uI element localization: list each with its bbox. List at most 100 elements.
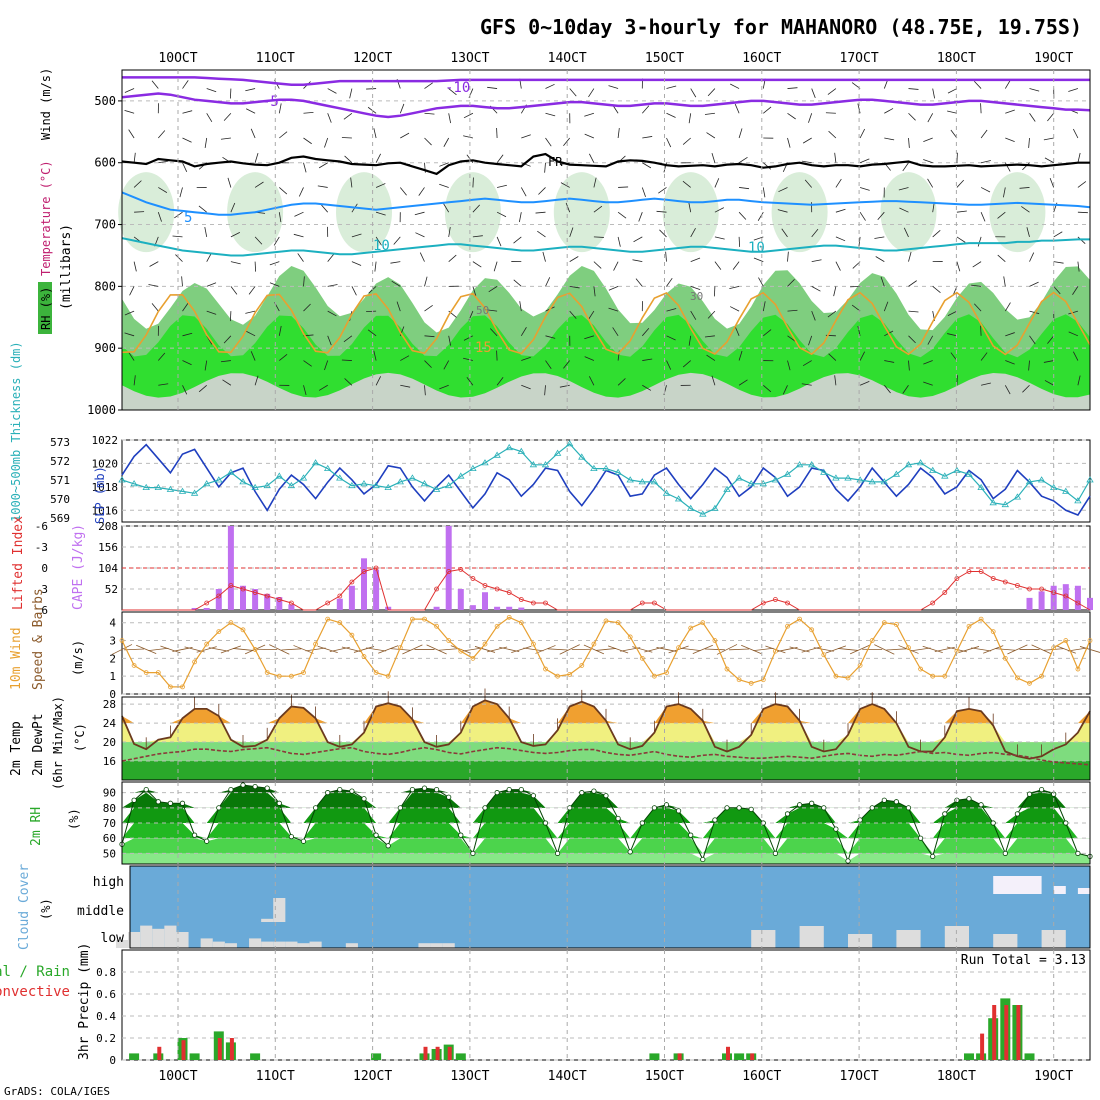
isotherm-5 — [121, 191, 1091, 216]
pressure-axis-label: (millibars) — [59, 224, 74, 310]
wind-barb — [584, 356, 595, 361]
rh-point — [905, 805, 912, 811]
cloud-low-cell — [799, 926, 824, 948]
precip-total-label: Total / Rain — [0, 964, 70, 980]
li-point — [228, 583, 234, 588]
precip-tick-label: 0.2 — [96, 1032, 116, 1045]
top-time-label: 16OCT — [742, 51, 781, 66]
thickness-point — [299, 474, 308, 481]
wind-barb — [419, 252, 425, 262]
wind-axis-label: Wind (m/s) — [39, 68, 53, 140]
wind-barb — [182, 137, 192, 143]
wind-barb — [642, 358, 653, 361]
wind-speed-point — [531, 641, 536, 647]
wind-barb — [496, 154, 504, 163]
contour-label: 15 — [475, 340, 492, 356]
wind-barb — [318, 384, 328, 391]
temp-band-mid — [122, 742, 1090, 762]
top-time-label: 17OCT — [840, 51, 879, 66]
wind-barb — [466, 377, 474, 386]
wind-barb — [426, 644, 447, 655]
wind-barb — [563, 360, 571, 369]
wind-barb — [898, 187, 909, 191]
cloud-high-cell — [1077, 888, 1090, 894]
wind-barb — [711, 153, 716, 163]
wind-unit-label: (m/s) — [71, 640, 85, 676]
wind-barb — [641, 187, 646, 198]
rh-point — [845, 858, 851, 864]
wind-barb — [305, 647, 326, 652]
wind-barb — [884, 137, 895, 141]
li-point — [216, 593, 222, 599]
wind-speed-point — [192, 659, 198, 665]
wind-barb — [883, 301, 889, 312]
wind-barb — [1067, 647, 1088, 652]
wind-barb — [545, 335, 556, 339]
wind-barb — [973, 303, 982, 312]
wind-barb — [182, 80, 189, 89]
rh-point — [204, 838, 210, 844]
wind-barb — [229, 311, 232, 322]
wind-speed-point — [712, 638, 718, 643]
wind-barb — [903, 227, 909, 238]
slp-tick-label: 1020 — [92, 457, 119, 470]
wind-barb — [318, 162, 328, 169]
wind-barb — [250, 351, 256, 361]
wind-barb — [713, 286, 716, 297]
wind-barb — [124, 332, 135, 337]
wind-barb — [584, 112, 595, 117]
rh-point — [409, 786, 415, 793]
cape-bar — [252, 589, 259, 610]
contour-label: 10 — [748, 240, 765, 256]
wind-barb — [463, 112, 474, 119]
wind-barb — [487, 309, 498, 312]
thickness-point — [662, 489, 671, 496]
cloud-low-cell — [164, 925, 177, 948]
rh-point — [724, 805, 730, 811]
wind-speed-point — [1063, 638, 1069, 643]
wind-barb — [172, 235, 183, 238]
wind-barb — [1029, 252, 1035, 262]
rh-point — [276, 800, 282, 806]
wind-barb — [859, 128, 865, 139]
wind-speed-point — [1075, 666, 1081, 672]
wind-barb — [254, 261, 257, 272]
wind-barb — [327, 253, 335, 262]
isotherm-minus5 — [121, 92, 1091, 119]
rh-point — [833, 826, 839, 832]
rh-point — [1063, 820, 1069, 826]
wind-barb — [375, 236, 382, 246]
precip-panel-frame — [121, 949, 1091, 1061]
li-point — [773, 597, 778, 602]
slp-tick-label: 1016 — [92, 504, 119, 517]
wind-barb — [617, 378, 626, 386]
wind-barb — [908, 335, 916, 344]
wind-barb — [400, 384, 411, 388]
wind-speed-point — [482, 641, 488, 647]
precip-convective-bar — [423, 1046, 428, 1060]
rh-point — [663, 802, 670, 808]
wind-speed-point — [216, 629, 222, 635]
wind-barb — [206, 282, 217, 287]
thickness-point — [505, 443, 513, 451]
cloud-low-cell — [273, 941, 286, 948]
rh-point — [216, 805, 222, 811]
wind-speed-point — [518, 620, 524, 626]
slp-axis-label: SLP (mb) — [93, 466, 107, 524]
wind-tick-label: 0 — [109, 688, 116, 701]
rh-point — [288, 834, 294, 840]
wind-barb — [801, 160, 812, 164]
wind-barb — [448, 226, 451, 237]
contour-label: FR — [548, 155, 563, 169]
wind-barb — [980, 212, 986, 222]
li-point — [264, 593, 270, 599]
wind-barb — [424, 360, 432, 368]
precip-convective-bar — [217, 1038, 222, 1060]
rh-point — [809, 800, 815, 806]
cloud-low-cell — [944, 926, 969, 948]
wind-speed-point — [446, 638, 452, 643]
cape-bar — [1087, 597, 1093, 610]
precip-convective-bar — [157, 1046, 162, 1060]
wind-barb — [787, 279, 795, 287]
top-time-label: 15OCT — [645, 51, 684, 66]
